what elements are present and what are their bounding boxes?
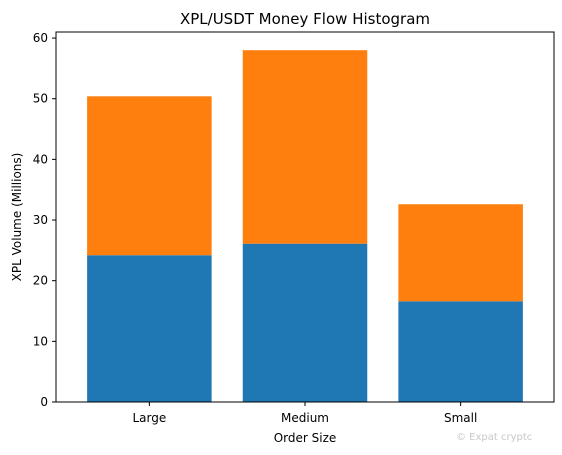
bars-group	[87, 50, 523, 402]
chart-title: XPL/USDT Money Flow Histogram	[180, 10, 430, 28]
bar-medium-series-2	[242, 50, 368, 244]
y-axis: 0 10 20 30 40 50 60	[33, 31, 56, 409]
watermark: © Expat cryptc	[456, 432, 532, 443]
y-tick-label: 40	[33, 152, 48, 166]
bar-small-series-1	[398, 301, 523, 402]
y-tick-label: 0	[40, 395, 48, 409]
y-tick-label: 30	[33, 213, 48, 227]
bar-large-series-2	[87, 96, 212, 256]
x-axis: Large Medium Small	[132, 402, 477, 425]
x-tick-label: Large	[132, 411, 166, 425]
watermark-text: © Expat cryptc	[456, 432, 533, 443]
bar-medium-series-1	[242, 243, 368, 402]
y-tick-label: 10	[33, 334, 48, 348]
plot-frame	[55, 31, 555, 403]
bar-small-series-2	[398, 204, 523, 302]
y-tick-label: 60	[33, 31, 48, 45]
x-tick-label: Small	[444, 411, 477, 425]
x-tick-label: Medium	[281, 411, 329, 425]
y-tick-label: 20	[33, 274, 48, 288]
y-axis-label: XPL Volume (Millions)	[10, 153, 24, 282]
y-tick-label: 50	[33, 92, 48, 106]
x-axis-label: Order Size	[274, 431, 337, 445]
bar-large-series-1	[87, 255, 212, 402]
